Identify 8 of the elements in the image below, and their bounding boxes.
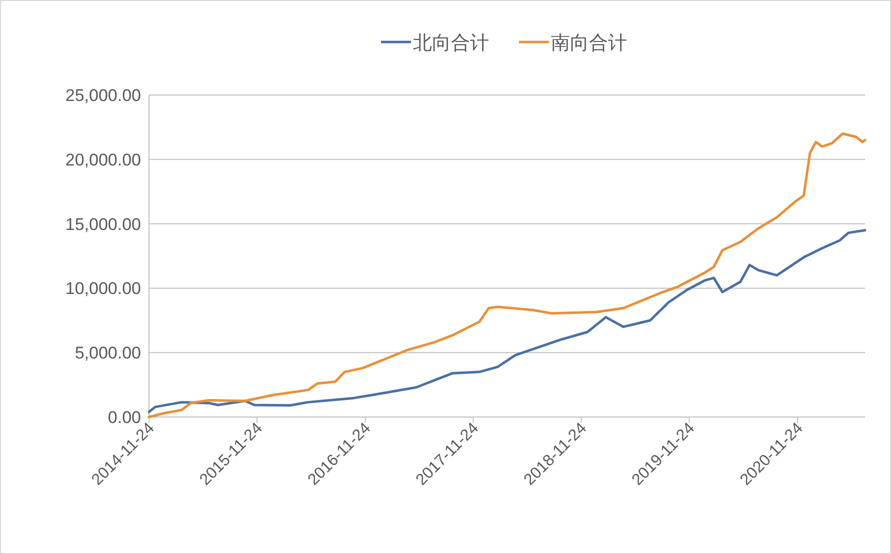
y-tick-label: 25,000.00	[65, 86, 141, 105]
y-tick-label: 10,000.00	[65, 279, 141, 298]
y-tick-label: 0.00	[108, 408, 141, 427]
y-tick-label: 5,000.00	[74, 344, 141, 363]
y-tick-label: 20,000.00	[65, 150, 141, 170]
y-tick-label: 15,000.00	[65, 214, 141, 234]
legend-label: 北向合计	[413, 33, 489, 54]
legend-label: 南向合计	[551, 33, 627, 54]
